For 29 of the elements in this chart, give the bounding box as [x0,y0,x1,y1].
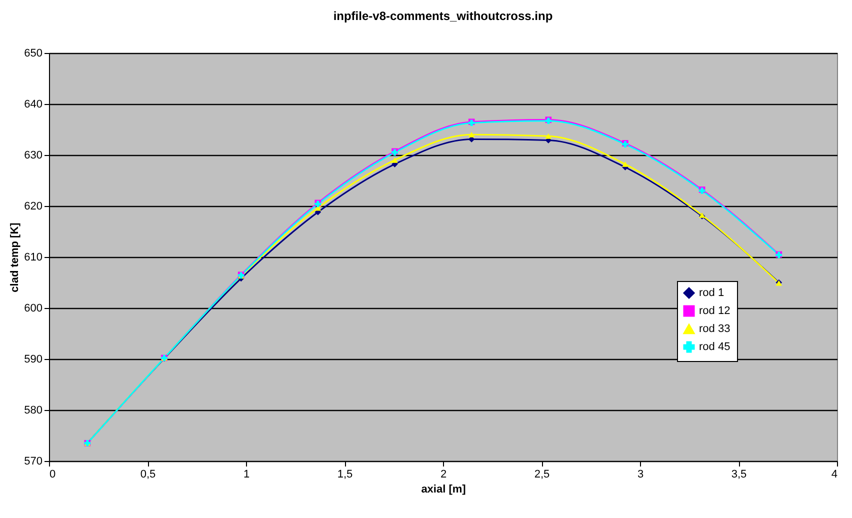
x-tick-label: 1,5 [337,468,353,480]
x-tick-label: 3 [637,468,644,480]
point [392,157,398,163]
legend-label: rod 1 [699,287,724,299]
x-tick-label: 1 [243,468,250,480]
y-tick-label: 610 [24,252,42,264]
point [545,133,552,139]
legend-label: rod 33 [699,323,730,335]
legend-label: rod 12 [699,305,730,317]
x-tick-label: 2,5 [534,468,550,480]
x-tick-label: 2 [440,468,447,480]
y-axis-title: clad temp [K] [9,222,22,292]
point [622,161,628,167]
x-tick-label: 3,5 [731,468,747,480]
y-tick-label: 580 [24,404,42,416]
y-tick-label: 600 [24,302,42,314]
x-axis-title: axial [m] [421,484,466,496]
chart-title: inpfile-v8-comments_withoutcross.inp [333,9,553,23]
x-tick-label: 0 [50,468,56,480]
y-tick-label: 650 [24,48,42,60]
y-tick-label: 640 [24,98,42,110]
legend-label: rod 45 [699,341,730,353]
y-tick-label: 620 [24,200,42,212]
x-tick-label: 0,5 [140,468,156,480]
point [468,132,475,138]
y-tick-label: 630 [24,150,42,162]
y-tick-label: 590 [24,354,42,366]
y-tick-label: 570 [24,456,42,468]
x-tick-label: 4 [831,468,838,480]
